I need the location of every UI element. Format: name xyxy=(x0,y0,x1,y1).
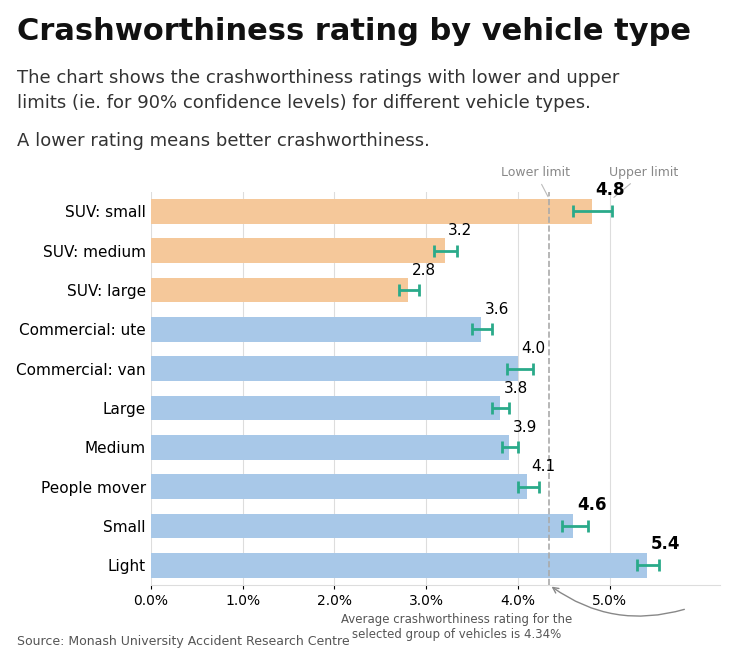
Text: 4.6: 4.6 xyxy=(577,496,606,514)
Bar xyxy=(151,239,445,263)
Text: 5.4: 5.4 xyxy=(650,535,680,553)
Text: Upper limit: Upper limit xyxy=(609,166,679,198)
Text: Lower limit: Lower limit xyxy=(501,166,570,197)
Text: Average crashworthiness rating for the
selected group of vehicles is 4.34%: Average crashworthiness rating for the s… xyxy=(341,613,572,641)
Bar xyxy=(151,475,527,499)
Text: limits (ie. for 90% confidence levels) for different vehicle types.: limits (ie. for 90% confidence levels) f… xyxy=(17,94,590,112)
Bar xyxy=(151,396,500,420)
Text: 2.8: 2.8 xyxy=(412,263,436,278)
Bar xyxy=(151,514,573,538)
Bar xyxy=(151,278,408,302)
Text: 3.9: 3.9 xyxy=(513,420,537,435)
Text: A lower rating means better crashworthiness.: A lower rating means better crashworthin… xyxy=(17,132,430,150)
Text: Source: Monash University Accident Research Centre: Source: Monash University Accident Resea… xyxy=(17,635,349,648)
Bar xyxy=(151,435,509,459)
Bar xyxy=(151,356,518,381)
Text: Crashworthiness rating by vehicle type: Crashworthiness rating by vehicle type xyxy=(17,17,691,46)
Text: 4.8: 4.8 xyxy=(595,181,625,199)
Bar xyxy=(151,553,647,578)
Text: 4.0: 4.0 xyxy=(522,342,546,356)
Bar xyxy=(151,317,481,342)
Bar xyxy=(151,199,592,223)
Text: The chart shows the crashworthiness ratings with lower and upper: The chart shows the crashworthiness rati… xyxy=(17,69,619,87)
Text: 3.8: 3.8 xyxy=(504,381,528,396)
Text: 3.2: 3.2 xyxy=(449,223,473,239)
Text: 4.1: 4.1 xyxy=(531,459,555,475)
Text: 3.6: 3.6 xyxy=(485,302,510,317)
